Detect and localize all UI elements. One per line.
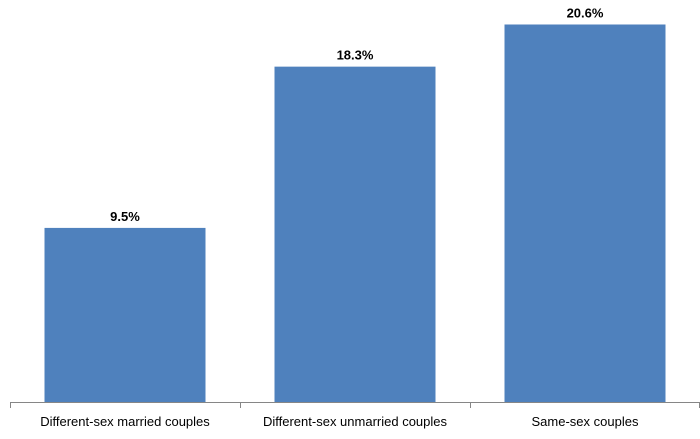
- bar-1: [44, 227, 206, 402]
- bar-2: [274, 66, 436, 403]
- category-labels-group: Different-sex married couples Different-s…: [40, 414, 639, 429]
- bar-3: [504, 24, 666, 403]
- category-label-3: Same-sex couples: [532, 414, 639, 429]
- x-axis: [10, 402, 700, 408]
- data-label-1: 9.5%: [110, 209, 140, 224]
- data-label-2: 18.3%: [337, 48, 374, 63]
- data-label-3: 20.6%: [567, 5, 604, 20]
- value-labels-group: 9.5% 18.3% 20.6%: [110, 5, 604, 223]
- bars-group: [44, 24, 666, 403]
- category-label-2: Different-sex unmarried couples: [263, 414, 448, 429]
- category-label-1: Different-sex married couples: [40, 414, 210, 429]
